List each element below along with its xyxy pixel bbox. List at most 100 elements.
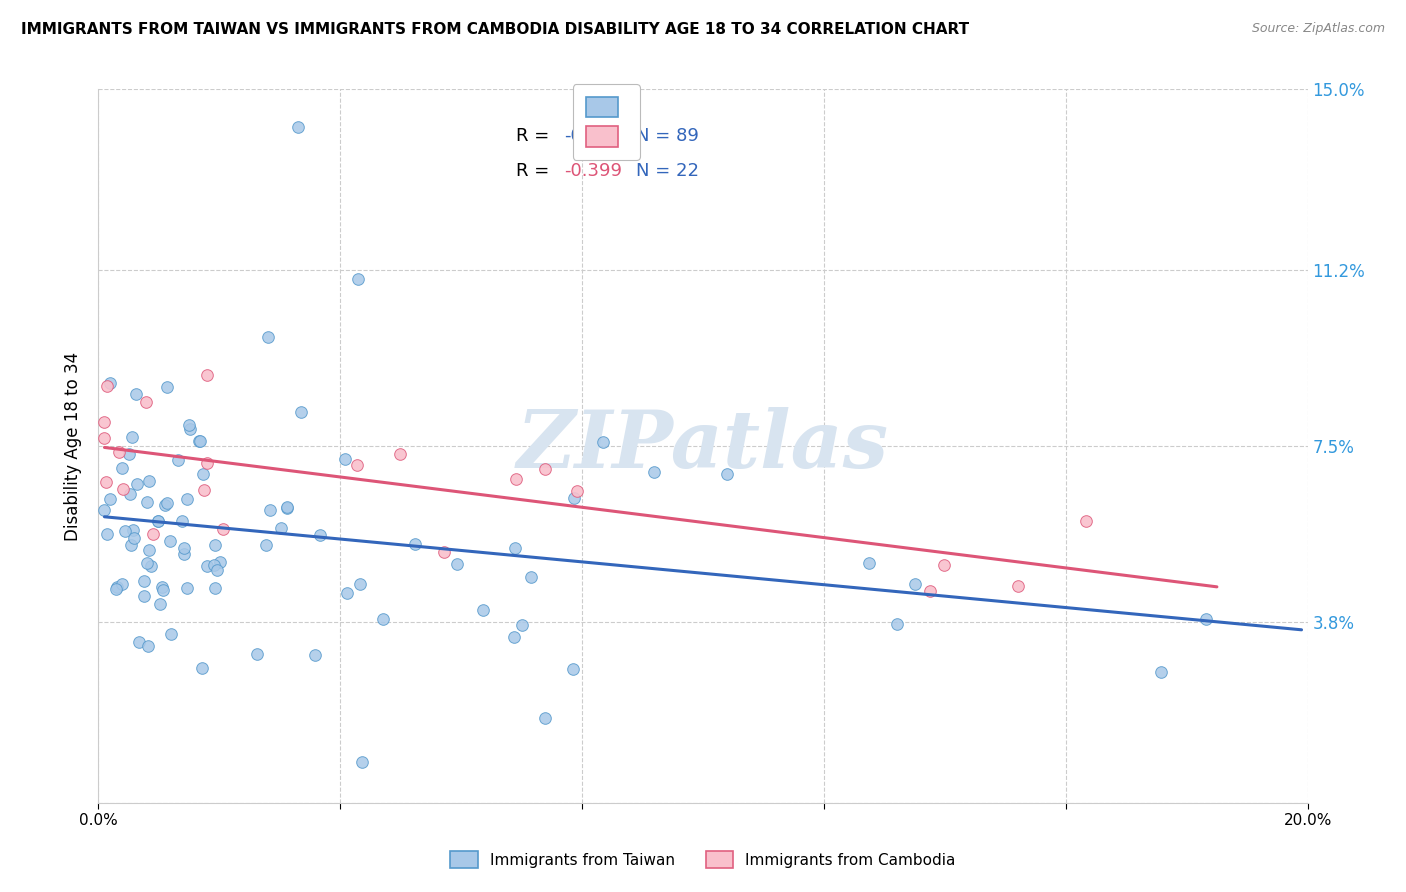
- Point: [276, 501, 298, 516]
- Text: ZIPatlas: ZIPatlas: [517, 408, 889, 484]
- Point: [187, 434, 209, 449]
- Point: [205, 563, 228, 577]
- Point: [111, 460, 134, 475]
- Point: [471, 603, 494, 617]
- Point: [1007, 579, 1029, 593]
- Point: [932, 558, 955, 572]
- Point: [152, 582, 174, 597]
- Point: [309, 528, 332, 542]
- Point: [347, 272, 370, 286]
- Point: [254, 538, 277, 552]
- Point: [122, 531, 145, 545]
- Point: [96, 526, 118, 541]
- Legend: , : ,: [572, 84, 640, 160]
- Point: [520, 570, 543, 584]
- Point: [290, 405, 312, 419]
- Point: [136, 495, 159, 509]
- Point: [114, 524, 136, 538]
- Point: [172, 514, 194, 528]
- Point: [562, 491, 585, 506]
- Point: [503, 630, 526, 644]
- Point: [643, 466, 665, 480]
- Point: [156, 496, 179, 510]
- Point: [256, 329, 278, 343]
- Point: [93, 502, 115, 516]
- Point: [96, 379, 118, 393]
- Point: [98, 491, 121, 506]
- Point: [565, 484, 588, 499]
- Text: IMMIGRANTS FROM TAIWAN VS IMMIGRANTS FROM CAMBODIA DISABILITY AGE 18 TO 34 CORRE: IMMIGRANTS FROM TAIWAN VS IMMIGRANTS FRO…: [21, 22, 969, 37]
- Legend: Immigrants from Taiwan, Immigrants from Cambodia: Immigrants from Taiwan, Immigrants from …: [443, 844, 963, 875]
- Point: [858, 556, 880, 570]
- Point: [122, 523, 145, 537]
- Point: [886, 616, 908, 631]
- Point: [191, 661, 214, 675]
- Point: [904, 577, 927, 591]
- Point: [138, 542, 160, 557]
- Point: [505, 541, 527, 555]
- Point: [105, 581, 128, 595]
- Point: [433, 545, 456, 559]
- Point: [191, 467, 214, 482]
- Point: [118, 447, 141, 461]
- Point: [246, 647, 269, 661]
- Point: [195, 368, 218, 382]
- Point: [188, 434, 211, 448]
- Point: [125, 387, 148, 401]
- Text: R =: R =: [516, 162, 554, 180]
- Point: [204, 537, 226, 551]
- Point: [111, 576, 134, 591]
- Text: R =: R =: [516, 127, 554, 145]
- Point: [176, 491, 198, 506]
- Point: [404, 537, 426, 551]
- Point: [195, 559, 218, 574]
- Point: [153, 498, 176, 512]
- Point: [371, 612, 394, 626]
- Text: -0.399: -0.399: [564, 162, 621, 180]
- Point: [132, 589, 155, 603]
- Point: [128, 635, 150, 649]
- Point: [136, 639, 159, 653]
- Point: [135, 394, 157, 409]
- Point: [93, 431, 115, 445]
- Text: N = 22: N = 22: [637, 162, 700, 180]
- Point: [195, 456, 218, 470]
- Point: [193, 483, 215, 497]
- Point: [204, 581, 226, 595]
- Point: [94, 475, 117, 489]
- Point: [1074, 514, 1097, 528]
- Point: [388, 447, 411, 461]
- Point: [150, 580, 173, 594]
- Text: -0.115: -0.115: [564, 127, 621, 145]
- Point: [510, 618, 533, 632]
- Point: [156, 380, 179, 394]
- Point: [159, 534, 181, 549]
- Point: [98, 376, 121, 390]
- Point: [121, 430, 143, 444]
- Point: [211, 523, 233, 537]
- Point: [160, 627, 183, 641]
- Point: [111, 482, 134, 496]
- Point: [304, 648, 326, 662]
- Point: [259, 503, 281, 517]
- Point: [173, 541, 195, 555]
- Point: [534, 462, 557, 476]
- Point: [167, 452, 190, 467]
- Point: [276, 500, 298, 514]
- Point: [716, 467, 738, 481]
- Point: [93, 415, 115, 429]
- Point: [561, 662, 583, 676]
- Point: [104, 582, 127, 596]
- Point: [136, 556, 159, 570]
- Point: [1150, 665, 1173, 680]
- Point: [142, 527, 165, 541]
- Y-axis label: Disability Age 18 to 34: Disability Age 18 to 34: [65, 351, 83, 541]
- Point: [146, 514, 169, 528]
- Point: [118, 487, 141, 501]
- Point: [920, 584, 942, 599]
- Point: [270, 521, 292, 535]
- Point: [202, 558, 225, 572]
- Point: [592, 435, 614, 450]
- Point: [138, 474, 160, 488]
- Text: Source: ZipAtlas.com: Source: ZipAtlas.com: [1251, 22, 1385, 36]
